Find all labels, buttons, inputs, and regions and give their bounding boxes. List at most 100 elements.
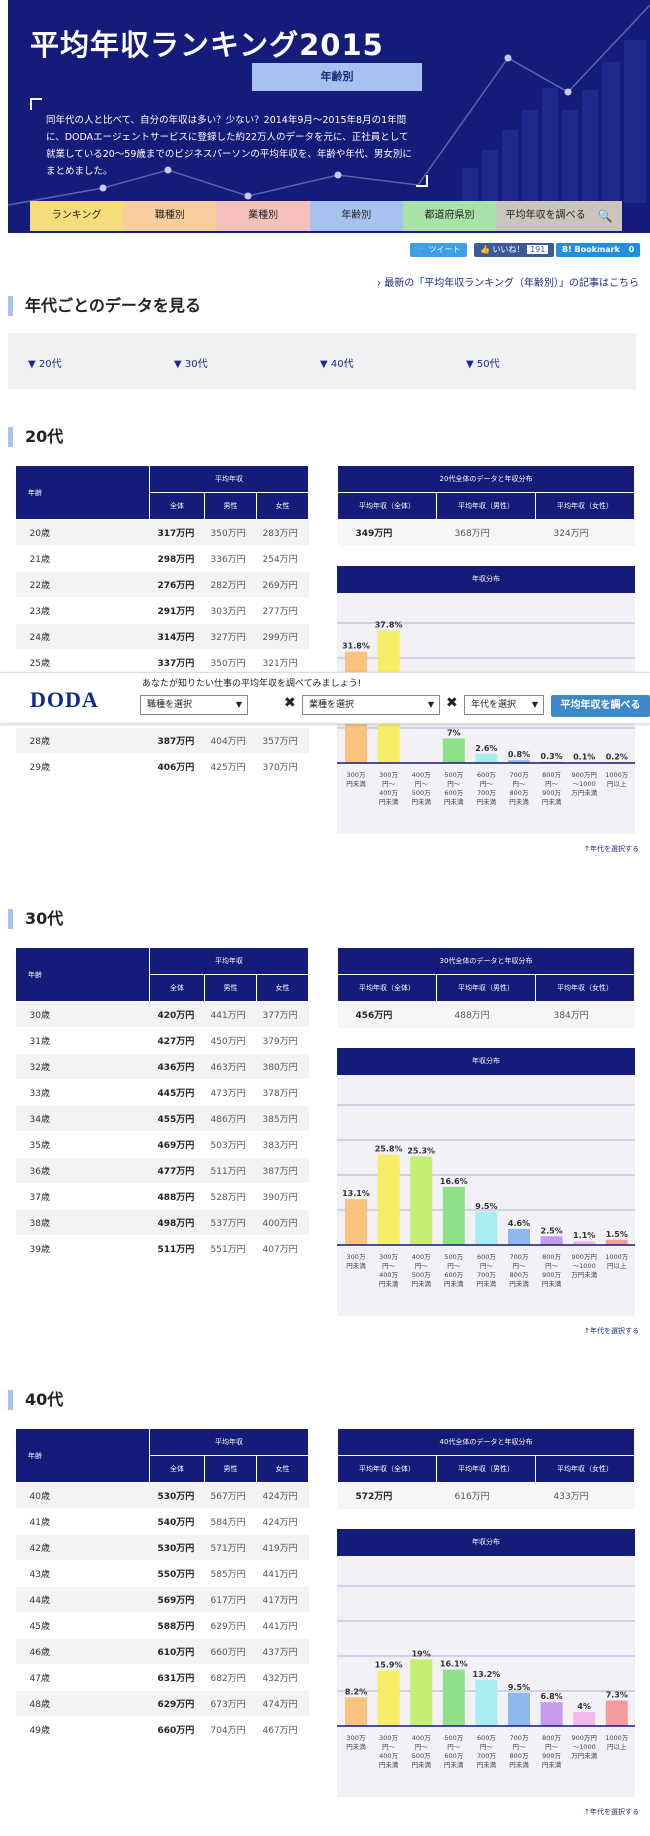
tab-3[interactable]: 年齢別	[309, 201, 403, 231]
female-cell: 467万円	[256, 1716, 309, 1743]
age-cell: 21歳	[15, 545, 150, 572]
all-cell: 291万円	[149, 597, 205, 624]
female-cell: 432万円	[256, 1664, 309, 1691]
distribution-svg: 8.2%300万円未満15.9%300万円～400万円未満19%400万円～50…	[337, 1585, 635, 1769]
all-cell: 530万円	[149, 1482, 205, 1509]
decade-link-40[interactable]: ▼ 40代	[320, 359, 354, 370]
income-distribution-chart: 年収分布 8.2% 300万 円未満 15.9% 300万 円～ 400万 円未満 19% 400万…	[337, 1529, 635, 1797]
male-cell: 450万円	[204, 1027, 257, 1054]
category-label: 500万	[444, 1253, 463, 1261]
latest-article-link[interactable]: › 最新の「平均年収ランキング（年齢別）」の記事はこちら	[377, 278, 639, 289]
decade-link-30[interactable]: ▼ 30代	[174, 359, 208, 370]
category-label: 円未満	[379, 1760, 399, 1769]
category-label: 1000万	[605, 1253, 629, 1261]
category-label: 円未満	[346, 1742, 366, 1751]
chevron-down-icon: ▼	[235, 700, 242, 709]
th-avg: 平均年収	[149, 947, 309, 975]
bar-value-label: 0.1%	[573, 753, 595, 762]
male-cell: 463万円	[204, 1053, 257, 1080]
tab-label: 職種別	[154, 210, 185, 221]
bar-value-label: 2.6%	[475, 744, 497, 753]
female-cell: 437万円	[256, 1638, 309, 1665]
decade-link-20[interactable]: ▼ 20代	[28, 359, 62, 370]
distribution-bar	[345, 1199, 367, 1245]
female-cell: 283万円	[256, 519, 309, 546]
category-label: 800万	[510, 789, 529, 797]
category-label: 円～	[513, 1262, 527, 1270]
tab-2[interactable]: 業種別	[216, 201, 310, 231]
category-label: 円以上	[607, 1742, 627, 1751]
tweet-button[interactable]: 🐦 ツイート	[410, 243, 467, 257]
to-decade-select-link[interactable]: ↑年代を選択する	[584, 1808, 639, 1816]
category-label: 円～	[447, 780, 461, 788]
th-female: 女性	[256, 1455, 309, 1483]
summary-female: 433万円	[535, 1482, 635, 1509]
bar-value-label: 1.5%	[606, 1230, 628, 1239]
all-cell: 631万円	[149, 1664, 205, 1691]
like-button[interactable]: 👍 いいね！ 191	[474, 243, 555, 257]
category-label: 円未満	[346, 779, 366, 788]
category-label: 円未満	[411, 1760, 431, 1769]
th-female: 女性	[256, 974, 309, 1002]
table-row: 38歳 498万円 537万円 400万円	[15, 1209, 309, 1236]
tab-label: 都道府県別	[424, 210, 475, 221]
th-age: 年齢	[15, 1428, 150, 1483]
age-select[interactable]: 年代を選択 ▼	[464, 695, 544, 715]
male-cell: 682万円	[204, 1664, 257, 1691]
bar-value-label: 1.1%	[573, 1231, 595, 1240]
category-tabs: ランキング 職種別 業種別 年齢別 都道府県別 平均年収を調べる 🔍	[30, 201, 623, 231]
male-cell: 327万円	[204, 623, 257, 650]
bar-value-label: 13.1%	[342, 1189, 370, 1198]
bar-value-label: 4%	[577, 1702, 591, 1711]
age-cell: 23歳	[15, 597, 150, 624]
job-select[interactable]: 職種を選択 ▼	[140, 695, 248, 715]
age-cell: 24歳	[15, 623, 150, 650]
distribution-bar	[377, 1670, 400, 1726]
male-cell: 551万円	[204, 1235, 257, 1262]
tab-4[interactable]: 都道府県別	[402, 201, 497, 231]
doda-message: あなたが知りたい仕事の平均年収を調べてみましょう!	[142, 679, 362, 689]
summary-female: 384万円	[535, 1001, 635, 1028]
hatena-bookmark-button[interactable]: B! Bookmark 0	[556, 243, 641, 257]
age-cell: 45歳	[15, 1612, 150, 1639]
th-age: 年齢	[15, 947, 150, 1002]
table-row: 39歳 511万円 551万円 407万円	[15, 1235, 309, 1262]
all-cell: 569万円	[149, 1586, 205, 1613]
age-cell: 37歳	[15, 1183, 150, 1210]
age-cell: 48歳	[15, 1690, 150, 1717]
all-cell: 477万円	[149, 1157, 205, 1184]
all-cell: 588万円	[149, 1612, 205, 1639]
all-cell: 406万円	[149, 753, 205, 780]
all-cell: 488万円	[149, 1183, 205, 1210]
category-label: 900万円	[571, 1734, 596, 1742]
to-decade-select-link[interactable]: ↑年代を選択する	[584, 845, 639, 853]
age-cell: 40歳	[15, 1482, 150, 1509]
female-cell: 385万円	[256, 1105, 309, 1132]
category-label: 300万	[347, 1253, 366, 1261]
tab-label: 年齢別	[341, 210, 372, 221]
industry-select[interactable]: 業種を選択 ▼	[302, 695, 440, 715]
age-cell: 33歳	[15, 1079, 150, 1106]
tab-1[interactable]: 職種別	[123, 201, 217, 231]
tab-0[interactable]: ランキング	[30, 201, 124, 231]
category-label: 円～	[480, 1262, 494, 1270]
th-male: 男性	[204, 492, 257, 520]
th-all: 全体	[149, 492, 205, 520]
category-label: 円未満	[509, 797, 529, 806]
category-label: 円～	[545, 1262, 559, 1270]
all-cell: 387万円	[149, 727, 205, 754]
table-row: 28歳 387万円 404万円 357万円	[15, 727, 309, 754]
category-label: 700万	[510, 771, 529, 779]
to-decade-select-link[interactable]: ↑年代を選択する	[584, 1327, 639, 1335]
tab-5[interactable]: 平均年収を調べる 🔍	[496, 201, 623, 231]
decade-link-50[interactable]: ▼ 50代	[466, 359, 500, 370]
category-label: 円～	[447, 1743, 461, 1751]
category-label: 300万	[347, 1734, 366, 1742]
category-label: 900万円	[571, 1253, 596, 1261]
search-salary-button[interactable]: 平均年収を調べる	[551, 695, 650, 717]
category-label: 1000万	[605, 1734, 629, 1742]
category-label: 700万	[477, 1752, 496, 1760]
category-label: 円未満	[477, 1760, 497, 1769]
th-female: 女性	[256, 492, 309, 520]
age-salary-table: 年齢 平均年収 全体 男性 女性 20歳 317万円 350万円 283万円 21歳 298万円 33…	[15, 465, 309, 780]
